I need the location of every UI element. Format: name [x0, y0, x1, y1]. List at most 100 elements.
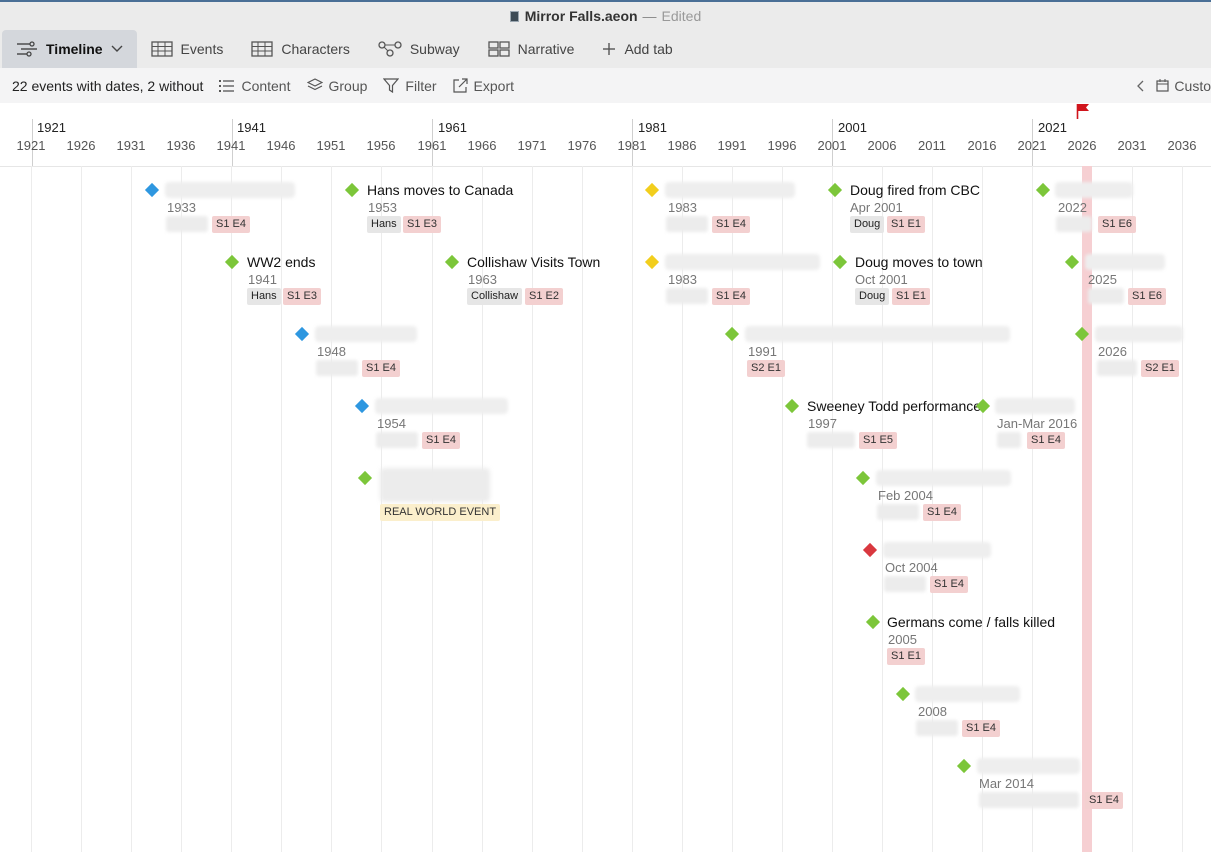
list-icon [219, 79, 235, 92]
episode-tag: S1 E1 [892, 288, 930, 305]
minor-year-label: 1961 [417, 138, 447, 153]
event-date: 1991 [748, 344, 777, 359]
minor-year-label: 1951 [316, 138, 346, 153]
gridline [782, 166, 783, 852]
chevron-left-icon[interactable] [1136, 80, 1146, 92]
content-button[interactable]: Content [211, 78, 298, 94]
gridline [31, 166, 32, 852]
event-title-redacted [995, 398, 1075, 414]
tab-timeline[interactable]: Timeline [2, 30, 137, 68]
table-icon [150, 41, 173, 57]
minor-year-label: 1921 [16, 138, 46, 153]
group-label: Group [328, 77, 368, 94]
document-icon [509, 10, 519, 22]
character-tag-redacted [807, 432, 855, 448]
gridline [1182, 166, 1183, 852]
event-date: 2005 [888, 632, 917, 647]
export-label: Export [473, 77, 515, 94]
minor-year-label: 1986 [667, 138, 697, 153]
event-title-redacted [665, 254, 820, 270]
character-tag-redacted [916, 720, 958, 736]
character-tag-redacted [1088, 288, 1124, 304]
episode-tag: S1 E3 [283, 288, 321, 305]
minor-year-label: 2031 [1117, 138, 1147, 153]
event-date: 1941 [248, 272, 277, 287]
minor-year-label: 1996 [767, 138, 797, 153]
narrative-icon [487, 41, 510, 57]
character-tag-redacted [979, 792, 1079, 808]
character-tag-redacted [666, 288, 708, 304]
title-separator: — [642, 8, 657, 24]
tab-narrative[interactable]: Narrative [474, 30, 589, 68]
minor-year-label: 1991 [717, 138, 747, 153]
event-title[interactable]: Doug fired from CBC [850, 182, 980, 198]
events-summary: 22 events with dates, 2 without [12, 77, 204, 94]
character-tag-redacted [884, 576, 926, 592]
event-title[interactable]: Germans come / falls killed [887, 614, 1056, 630]
event-title-redacted [375, 398, 508, 414]
current-date-band [1082, 166, 1092, 852]
tab-events[interactable]: Events [137, 30, 238, 68]
minor-year-label: 2036 [1167, 138, 1197, 153]
window-title: Mirror Falls.aeon [524, 8, 638, 24]
event-title[interactable]: Doug moves to town [855, 254, 983, 270]
episode-tag: S1 E4 [923, 504, 961, 521]
episode-tag: S1 E4 [962, 720, 1000, 737]
minor-year-label: 1971 [517, 138, 547, 153]
character-tag: Hans [247, 288, 281, 305]
episode-tag: S1 E4 [712, 288, 750, 305]
minor-year-label: 1981 [617, 138, 647, 153]
gridline [1032, 166, 1033, 852]
real-world-event-tag: REAL WORLD EVENT [380, 504, 501, 521]
tab-characters[interactable]: Characters [237, 30, 363, 68]
episode-tag: S1 E5 [859, 432, 897, 449]
minor-year-label: 2026 [1067, 138, 1097, 153]
time-ruler: 1921 1941 1961 1981 2001 2021 1921 1926 … [0, 103, 1211, 167]
major-tick [1032, 119, 1033, 166]
event-title[interactable]: WW2 ends [247, 254, 316, 270]
event-title-redacted [315, 326, 417, 342]
gridline [982, 166, 983, 852]
add-tab-label: Add tab [624, 41, 673, 57]
content-label: Content [241, 77, 291, 94]
filter-button[interactable]: Filter [375, 78, 444, 94]
tab-subway[interactable]: Subway [364, 30, 474, 68]
add-tab-button[interactable]: Add tab [588, 30, 686, 68]
event-title-redacted [380, 468, 490, 502]
minor-year-label: 1956 [366, 138, 396, 153]
event-title-redacted [165, 182, 295, 198]
event-title[interactable]: Collishaw Visits Town [467, 254, 601, 270]
minor-year-label: 2021 [1017, 138, 1047, 153]
export-button[interactable]: Export [445, 78, 522, 94]
event-title[interactable]: Hans moves to Canada [367, 182, 514, 198]
character-tag-redacted [376, 432, 418, 448]
event-date: Oct 2001 [855, 272, 908, 287]
episode-tag: S1 E4 [1027, 432, 1065, 449]
gridline [632, 166, 633, 852]
episode-tag: S2 E1 [1141, 360, 1179, 377]
major-tick [632, 119, 633, 166]
gridline [582, 166, 583, 852]
calendar-icon[interactable] [1156, 79, 1170, 92]
major-year-label: 1981 [638, 120, 667, 135]
tab-characters-label: Characters [281, 41, 350, 57]
major-year-label: 2001 [838, 120, 867, 135]
character-tag: Doug [855, 288, 890, 305]
character-tag-redacted [666, 216, 708, 232]
event-date: 2025 [1088, 272, 1117, 287]
minor-year-label: 2001 [817, 138, 847, 153]
group-button[interactable]: Group [299, 78, 376, 94]
event-title[interactable]: Sweeney Todd performance [807, 398, 982, 414]
edited-status: Edited [661, 8, 702, 24]
minor-year-label: 1976 [567, 138, 597, 153]
custom-range-button[interactable]: Custo [1174, 77, 1211, 94]
tab-timeline-label: Timeline [46, 41, 103, 57]
flag-icon[interactable] [1076, 103, 1090, 119]
character-tag: Hans [367, 216, 401, 233]
export-icon [452, 78, 468, 93]
gridline [131, 166, 132, 852]
timeline-icon [17, 41, 37, 57]
chevron-down-icon[interactable] [111, 45, 123, 53]
episode-tag: S1 E4 [930, 576, 968, 593]
character-tag-redacted [877, 504, 919, 520]
